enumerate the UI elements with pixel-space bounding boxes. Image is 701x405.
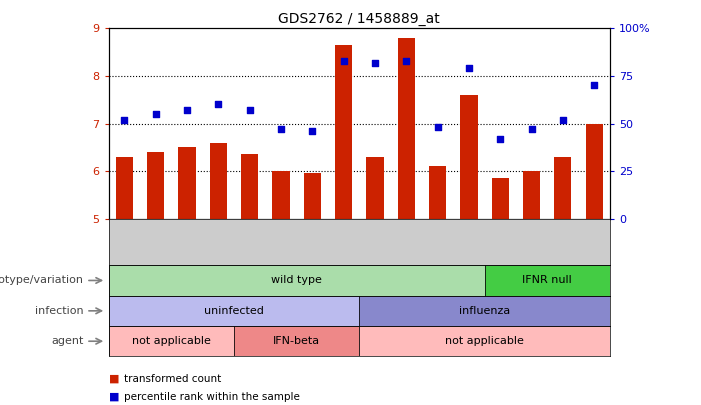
Bar: [367, 157, 383, 219]
Bar: [429, 166, 447, 219]
Text: agent: agent: [51, 336, 83, 346]
Text: infection: infection: [35, 306, 83, 316]
Bar: [484, 265, 610, 296]
Point: [401, 58, 412, 64]
Point: [212, 101, 224, 108]
Bar: [109, 296, 360, 326]
Bar: [109, 265, 484, 296]
Bar: [397, 38, 415, 219]
Point: [118, 117, 130, 123]
Text: ■: ■: [109, 392, 119, 402]
Text: IFN-beta: IFN-beta: [273, 336, 320, 346]
Point: [495, 136, 506, 142]
Bar: [523, 171, 540, 219]
Bar: [304, 173, 321, 219]
Text: wild type: wild type: [271, 275, 322, 286]
Bar: [360, 296, 610, 326]
Bar: [234, 326, 360, 356]
Bar: [554, 157, 571, 219]
Text: IFNR null: IFNR null: [522, 275, 572, 286]
Bar: [335, 45, 352, 219]
Point: [589, 82, 600, 89]
Text: uninfected: uninfected: [204, 306, 264, 316]
Point: [432, 124, 443, 130]
Text: not applicable: not applicable: [445, 336, 524, 346]
Title: GDS2762 / 1458889_at: GDS2762 / 1458889_at: [278, 12, 440, 26]
Text: ■: ■: [109, 374, 119, 384]
Bar: [491, 178, 509, 219]
Text: percentile rank within the sample: percentile rank within the sample: [124, 392, 300, 402]
Bar: [360, 326, 610, 356]
Point: [338, 58, 349, 64]
Bar: [461, 95, 477, 219]
Bar: [109, 326, 234, 356]
Bar: [116, 157, 133, 219]
Point: [275, 126, 287, 132]
Bar: [272, 171, 290, 219]
Bar: [147, 152, 164, 219]
Bar: [241, 154, 258, 219]
Point: [369, 60, 381, 66]
Point: [526, 126, 537, 132]
Point: [244, 107, 255, 113]
Bar: [178, 147, 196, 219]
Text: influenza: influenza: [459, 306, 510, 316]
Bar: [585, 124, 603, 219]
Text: transformed count: transformed count: [124, 374, 222, 384]
Point: [182, 107, 193, 113]
Bar: [210, 143, 227, 219]
Text: not applicable: not applicable: [132, 336, 211, 346]
Point: [463, 65, 475, 72]
Point: [557, 117, 569, 123]
Text: genotype/variation: genotype/variation: [0, 275, 83, 286]
Point: [306, 128, 318, 134]
Point: [150, 111, 161, 117]
